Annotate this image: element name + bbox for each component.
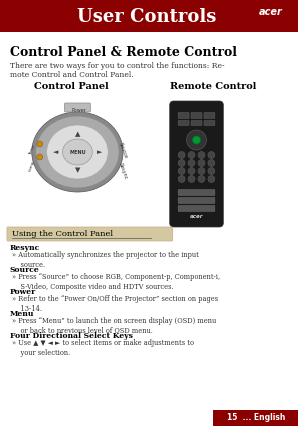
- Text: ▲: ▲: [75, 131, 80, 137]
- Ellipse shape: [46, 125, 108, 179]
- FancyBboxPatch shape: [0, 0, 298, 32]
- Circle shape: [178, 176, 185, 182]
- FancyBboxPatch shape: [170, 101, 223, 227]
- FancyBboxPatch shape: [7, 227, 173, 241]
- Text: Source: Source: [118, 142, 128, 160]
- Circle shape: [193, 136, 200, 144]
- Text: Power: Power: [72, 108, 87, 113]
- FancyBboxPatch shape: [178, 112, 189, 118]
- Text: » Refer to the “Power On/Off the Projector” section on pages
    13-14.: » Refer to the “Power On/Off the Project…: [12, 295, 218, 313]
- Text: Resync: Resync: [10, 244, 40, 252]
- Text: ▼: ▼: [75, 167, 80, 173]
- Ellipse shape: [32, 112, 123, 192]
- Text: Menu: Menu: [10, 310, 34, 318]
- FancyBboxPatch shape: [178, 198, 215, 204]
- Ellipse shape: [36, 116, 119, 188]
- Text: Temp: Temp: [28, 144, 35, 156]
- Text: Resync: Resync: [118, 162, 128, 180]
- Circle shape: [198, 176, 205, 182]
- FancyBboxPatch shape: [191, 112, 202, 118]
- Circle shape: [208, 167, 215, 175]
- Circle shape: [188, 176, 195, 182]
- Circle shape: [208, 176, 215, 182]
- Text: Four Directional Select Keys: Four Directional Select Keys: [10, 332, 133, 340]
- Circle shape: [198, 152, 205, 158]
- Text: ►: ►: [97, 149, 102, 155]
- Text: There are two ways for you to control the functions: Re-
mote Control and Contro: There are two ways for you to control th…: [10, 62, 224, 79]
- Text: » Press “Source” to choose RGB, Component-p, Component-i,
    S-Video, Composite: » Press “Source” to choose RGB, Componen…: [12, 273, 220, 291]
- Text: » Press “Menu” to launch the on screen display (OSD) menu
    or back to previou: » Press “Menu” to launch the on screen d…: [12, 317, 216, 335]
- FancyBboxPatch shape: [213, 410, 298, 426]
- Text: Remote Control: Remote Control: [170, 82, 256, 91]
- Text: ◄: ◄: [53, 149, 58, 155]
- FancyBboxPatch shape: [64, 103, 90, 112]
- Circle shape: [178, 152, 185, 158]
- Circle shape: [208, 152, 215, 158]
- Circle shape: [178, 159, 185, 167]
- Circle shape: [178, 167, 185, 175]
- Text: 15  ... English: 15 ... English: [227, 414, 285, 423]
- Text: » Automatically synchronizes the projector to the input
    source.: » Automatically synchronizes the project…: [12, 251, 199, 269]
- Text: Lamp: Lamp: [28, 160, 36, 172]
- FancyBboxPatch shape: [178, 190, 215, 196]
- Ellipse shape: [62, 139, 92, 165]
- Circle shape: [188, 152, 195, 158]
- FancyBboxPatch shape: [204, 112, 215, 118]
- FancyBboxPatch shape: [178, 121, 189, 126]
- Circle shape: [188, 167, 195, 175]
- Text: Power: Power: [10, 288, 36, 296]
- Text: User Controls: User Controls: [77, 8, 217, 26]
- Circle shape: [187, 130, 206, 150]
- FancyBboxPatch shape: [204, 121, 215, 126]
- Circle shape: [198, 159, 205, 167]
- Text: acer: acer: [190, 214, 203, 219]
- FancyBboxPatch shape: [178, 205, 215, 211]
- Circle shape: [208, 159, 215, 167]
- Text: Control Panel: Control Panel: [34, 82, 109, 91]
- Text: Using the Control Panel: Using the Control Panel: [12, 230, 113, 238]
- Text: MENU: MENU: [69, 150, 86, 155]
- FancyBboxPatch shape: [191, 121, 202, 126]
- Circle shape: [188, 159, 195, 167]
- Text: acer: acer: [259, 7, 283, 17]
- Circle shape: [37, 154, 43, 160]
- Text: Source: Source: [10, 266, 40, 274]
- Circle shape: [37, 141, 43, 147]
- Text: » Use ▲ ▼ ◄ ► to select items or make adjustments to
    your selection.: » Use ▲ ▼ ◄ ► to select items or make ad…: [12, 339, 194, 357]
- Text: Control Panel & Remote Control: Control Panel & Remote Control: [10, 46, 237, 59]
- Circle shape: [198, 167, 205, 175]
